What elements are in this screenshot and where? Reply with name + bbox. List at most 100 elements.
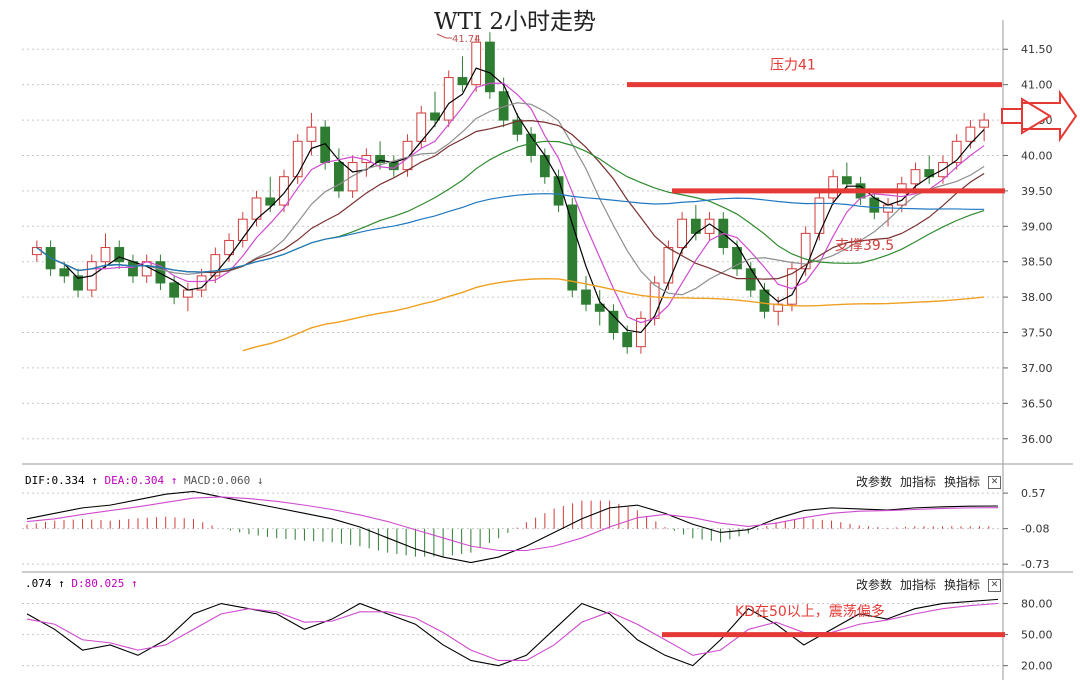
d-arrow-icon: ↑ [124, 577, 138, 590]
y-tick-label: 36.00 [1021, 433, 1053, 446]
dif-line [26, 490, 999, 564]
candle-body [841, 176, 852, 185]
d-line [26, 602, 999, 662]
candle-body [622, 332, 633, 348]
ma-line-9 [36, 102, 985, 296]
candle-body [567, 204, 578, 291]
candle-body [979, 119, 990, 128]
candle-body [292, 140, 303, 178]
candle-body [100, 247, 111, 263]
kd-switch-indicator-button[interactable]: 换指标 [944, 578, 981, 592]
macd-params-button[interactable]: 改参数 [856, 475, 893, 489]
kd-add-indicator-button[interactable]: 加指标 [900, 578, 937, 592]
macd-tick-label: -0.08 [1021, 523, 1049, 536]
ma-line-13 [36, 120, 985, 280]
dif-arrow-icon: ↑ [84, 474, 105, 487]
y-tick-label: 38.50 [1021, 256, 1053, 269]
d-label: D:80.025 [71, 577, 125, 590]
resistance-label: 压力41 [770, 58, 816, 74]
kd-tick-label: 80.00 [1021, 598, 1053, 611]
candle-body [512, 119, 523, 135]
y-tick-label: 41.00 [1021, 79, 1053, 92]
trend-arrow-outline-icon [1021, 89, 1078, 143]
dea-label: DEA:0.304 [104, 474, 165, 487]
macd-close-icon[interactable]: ✕ [988, 476, 1002, 489]
ma-line-long [242, 277, 985, 352]
kd-params-button[interactable]: 改参数 [856, 578, 893, 592]
candle-body [951, 140, 962, 164]
candle-body [237, 218, 248, 241]
candle-body [59, 268, 70, 277]
y-tick-label: 38.00 [1021, 291, 1053, 304]
k-arrow-icon: ↑ [51, 577, 72, 590]
y-tick-label: 40.00 [1021, 149, 1053, 162]
candle-body [210, 254, 221, 277]
kd-toolbar: 改参数 加指标 换指标 ✕ [856, 576, 1009, 593]
candle-body [333, 162, 344, 192]
candle-body [828, 176, 839, 199]
y-tick-label: 37.50 [1021, 327, 1053, 340]
candle-body [745, 268, 756, 291]
candle-body [443, 77, 454, 121]
candle-body [594, 303, 605, 312]
kd-tick-label: 50.00 [1021, 629, 1053, 642]
macd-tick-label: -0.73 [1021, 558, 1049, 571]
y-tick-label: 37.00 [1021, 362, 1053, 375]
trend-arrow-icon [1001, 97, 1052, 135]
candle-body [265, 197, 276, 206]
y-tick-label: 41.50 [1021, 43, 1053, 56]
candle-body [485, 41, 495, 93]
macd-toolbar: 改参数 加指标 换指标 ✕ [856, 473, 1009, 490]
candle-body [457, 77, 468, 86]
candle-body [141, 261, 152, 277]
candle-body [553, 176, 564, 206]
support-label: 支撑39.5 [835, 238, 894, 254]
candle-body [663, 247, 674, 284]
y-tick-label: 39.00 [1021, 220, 1053, 233]
k-label: .074 [25, 577, 52, 590]
kd-close-icon[interactable]: ✕ [988, 579, 1002, 592]
candle-body [375, 154, 385, 164]
candle-body [306, 126, 317, 142]
candle-body [279, 176, 289, 206]
candle-body [608, 310, 619, 334]
dea-line [26, 496, 999, 552]
high-price-pointer [436, 33, 452, 39]
candle-body [430, 112, 440, 121]
macd-tick-label: 0.57 [1021, 487, 1046, 500]
chart-title: WTI 2小时走势 [433, 9, 596, 35]
kd-note-label: KD在50以上，震荡偏多 [735, 603, 885, 620]
high-price-label: 41.74 [452, 34, 481, 45]
candle-body [965, 126, 976, 142]
kd-tick-label: 20.00 [1021, 660, 1053, 673]
candle-body [169, 282, 180, 298]
ma-line-fast [36, 67, 985, 334]
candle-body [182, 289, 193, 298]
candle-body [896, 183, 907, 206]
candle-body [347, 162, 358, 192]
candle-body [649, 282, 660, 319]
macd-add-indicator-button[interactable]: 加指标 [900, 475, 937, 489]
candle-body [677, 218, 688, 249]
candle-body [31, 247, 42, 256]
y-tick-label: 36.50 [1021, 397, 1053, 410]
macd-legend: DIF:0.334 ↑ DEA:0.304 ↑ MACD:0.060 ↓ [25, 474, 263, 487]
macd-switch-indicator-button[interactable]: 换指标 [944, 475, 981, 489]
candle-body [155, 261, 166, 284]
candle-body [471, 41, 482, 86]
candle-body [732, 247, 742, 270]
candle-body [224, 239, 234, 256]
candle-body [128, 261, 138, 277]
candle-body [114, 247, 125, 263]
dea-arrow-icon: ↑ [164, 474, 184, 487]
ma-line-5 [36, 82, 985, 324]
kd-legend: .074 ↑ D:80.025 ↑ [25, 577, 138, 590]
candle-body [539, 154, 550, 178]
ma-line-40 [36, 193, 985, 273]
candle-body [73, 275, 83, 291]
dif-label: DIF:0.334 [25, 474, 85, 487]
y-tick-label: 39.50 [1021, 185, 1053, 198]
macd-label: MACD:0.060 [183, 474, 251, 487]
